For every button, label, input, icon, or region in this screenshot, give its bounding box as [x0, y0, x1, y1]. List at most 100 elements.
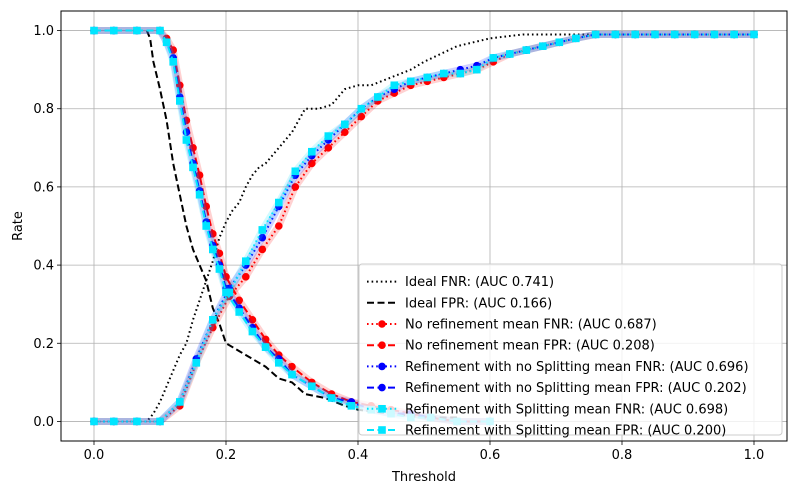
data-point: [195, 190, 204, 199]
data-point: [730, 30, 739, 39]
data-point: [275, 198, 283, 207]
data-point: [242, 273, 250, 281]
data-point: [631, 30, 640, 39]
series-line: [94, 33, 754, 423]
data-point: [489, 54, 498, 62]
legend-item: No refinement mean FNR: (AUC 0.687): [367, 318, 657, 333]
data-point: [374, 93, 382, 101]
data-point: [750, 30, 758, 39]
legend-item: Ideal FPR: (AUC 0.166): [367, 296, 552, 311]
data-point: [308, 382, 316, 391]
data-point: [258, 226, 267, 234]
x-tick-label: 0.6: [480, 448, 501, 463]
data-point: [189, 144, 197, 152]
data-point: [133, 26, 141, 35]
data-point: [242, 257, 250, 265]
axes-frame: [60, 10, 788, 442]
legend-item: No refinement mean FPR: (AUC 0.208): [367, 339, 655, 354]
data-point: [324, 144, 333, 152]
data-point: [209, 316, 217, 324]
legend-box: [358, 263, 783, 436]
data-point: [591, 30, 600, 39]
legend-item: Refinement with no Splitting mean FPR: (…: [367, 381, 747, 396]
data-point: [189, 163, 197, 172]
data-point: [341, 120, 349, 129]
y-tick-label: 0.0: [33, 415, 54, 430]
y-tick-label: 0.2: [33, 337, 54, 352]
data-point: [162, 38, 171, 47]
data-point: [288, 362, 296, 371]
legend-label: Refinement with Splitting mean FNR: (AUC…: [405, 402, 728, 417]
data-point: [572, 34, 580, 43]
x-tick-label: 0.8: [612, 448, 633, 463]
data-point: [423, 73, 432, 82]
legend: Ideal FNR: (AUC 0.741) Ideal FPR: (AUC 0.…: [358, 263, 783, 439]
series-1: [94, 33, 754, 423]
legend-label: Ideal FNR: (AUC 0.741): [405, 275, 554, 290]
data-point: [248, 316, 257, 324]
data-point: [357, 112, 366, 121]
data-point: [182, 136, 191, 144]
legend-marker: [378, 320, 386, 328]
y-axis-label: Rate: [11, 211, 26, 241]
data-point: [275, 359, 283, 367]
legend-label: No refinement mean FPR: (AUC 0.208): [405, 339, 655, 354]
data-point: [690, 30, 699, 39]
data-point: [327, 394, 336, 402]
data-point: [261, 343, 270, 351]
data-point: [440, 69, 448, 78]
legend-marker: [378, 383, 386, 392]
data-point: [288, 370, 296, 379]
legend-item: Refinement with Splitting mean FNR: (AUC…: [367, 402, 728, 417]
x-axis-label: Threshold: [391, 470, 456, 485]
x-tick-label: 0.2: [216, 448, 237, 463]
data-point: [215, 265, 224, 273]
data-point: [555, 38, 564, 47]
data-point: [473, 65, 481, 74]
data-point: [90, 26, 98, 35]
data-point: [235, 296, 243, 305]
legend-item: Refinement with Splitting mean FPR: (AUC…: [367, 424, 726, 439]
data-point: [308, 159, 316, 168]
x-tick-label: 0.0: [84, 448, 105, 463]
data-point: [710, 30, 719, 39]
data-point: [90, 417, 98, 426]
data-point: [407, 77, 415, 86]
legend-marker: [378, 362, 386, 371]
data-point: [651, 30, 659, 39]
legend-label: No refinement mean FNR: (AUC 0.687): [405, 318, 657, 333]
data-point: [156, 417, 164, 426]
data-point: [169, 58, 177, 66]
ticks: 0.0 0.2 0.4 0.6 0.8 1.0 0.0 0.2 0.4 0.6 0.8 1.0: [33, 24, 764, 463]
data-point: [308, 147, 316, 156]
legend-item: Refinement with no Splitting mean FNR: (…: [367, 360, 749, 375]
y-tick-label: 0.6: [33, 180, 54, 195]
data-point: [222, 288, 230, 297]
legend-label: Ideal FPR: (AUC 0.166): [405, 296, 552, 311]
legend-label: Refinement with no Splitting mean FNR: (…: [405, 360, 749, 375]
data-point: [291, 167, 300, 176]
y-tick-label: 0.8: [33, 102, 54, 117]
data-point: [357, 104, 366, 113]
data-point: [291, 183, 300, 191]
series-2: [94, 29, 457, 419]
data-point: [192, 359, 201, 367]
data-point: [235, 308, 243, 316]
data-point: [324, 132, 333, 140]
data-point: [456, 69, 465, 78]
data-point: [209, 245, 217, 254]
data-point: [390, 81, 399, 90]
data-point: [133, 417, 141, 426]
legend-label: Refinement with Splitting mean FPR: (AUC…: [405, 424, 726, 439]
legend-item: Ideal FNR: (AUC 0.741): [367, 275, 554, 290]
y-tick-label: 1.0: [33, 24, 54, 39]
data-point: [258, 245, 267, 254]
data-point: [156, 26, 164, 35]
data-point: [506, 50, 514, 58]
legend-marker: [378, 426, 386, 434]
data-point: [671, 30, 679, 39]
data-point: [176, 97, 184, 105]
data-point: [611, 30, 620, 39]
data-point: [341, 128, 349, 136]
